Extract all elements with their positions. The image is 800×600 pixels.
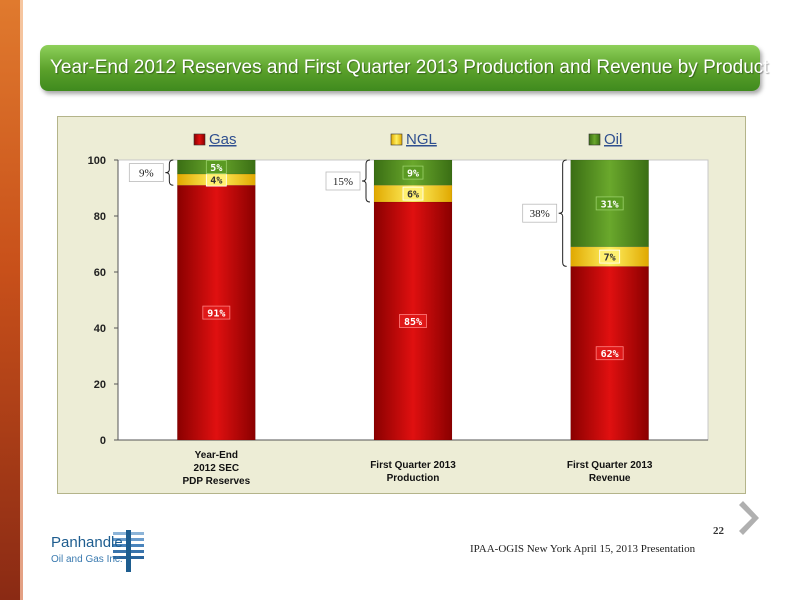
chart-frame: 0 20 40 60 80 100 91% 4% 5% 85% 6% 9% 62% 7% 31% Gas N… bbox=[57, 116, 746, 494]
category-label: First Quarter 2013 bbox=[567, 460, 653, 471]
legend-label-ngl: NGL bbox=[406, 131, 437, 148]
data-label-bg bbox=[402, 165, 424, 180]
data-label-bg bbox=[599, 249, 621, 264]
category-label: 2012 SEC bbox=[194, 463, 240, 474]
category-label: PDP Reserves bbox=[183, 476, 251, 487]
y-tick-label: 20 bbox=[94, 379, 106, 391]
slide-title: Year-End 2012 Reserves and First Quarter… bbox=[40, 45, 769, 91]
data-label-ngl: 7% bbox=[604, 253, 616, 264]
data-label-gas: 62% bbox=[601, 349, 619, 360]
legend-label-gas: Gas bbox=[209, 131, 237, 148]
data-label-oil: 5% bbox=[210, 163, 222, 174]
annotation-label: 38% bbox=[530, 208, 550, 220]
annotation-label: 9% bbox=[139, 168, 154, 180]
left-decor-stripe-highlight bbox=[20, 0, 23, 600]
category-label: Production bbox=[387, 473, 440, 484]
category-label: Revenue bbox=[589, 473, 631, 484]
y-tick-label: 100 bbox=[88, 155, 106, 167]
y-tick-label: 0 bbox=[100, 435, 106, 447]
category-label: Year-End bbox=[195, 450, 238, 461]
data-label-bg bbox=[595, 196, 624, 211]
brace-annotation bbox=[361, 159, 371, 203]
logo-subtitle: Oil and Gas Inc. bbox=[51, 554, 123, 565]
data-label-gas: 91% bbox=[207, 309, 225, 320]
logo-name: Panhandle bbox=[51, 534, 123, 551]
data-label-gas: 85% bbox=[404, 317, 422, 328]
annotation-box bbox=[325, 171, 361, 191]
legend-swatch-gas bbox=[193, 133, 206, 146]
annotation-box bbox=[522, 203, 558, 223]
y-tick-label: 40 bbox=[94, 323, 106, 335]
legend-swatch-ngl bbox=[390, 133, 403, 146]
next-slide-chevron-icon bbox=[739, 501, 759, 535]
legend-label-oil: Oil bbox=[604, 131, 622, 148]
data-label-bg bbox=[595, 346, 624, 361]
data-label-bg bbox=[205, 160, 227, 174]
data-label-bg bbox=[202, 305, 231, 320]
left-decor-stripe bbox=[0, 0, 20, 600]
data-label-oil: 31% bbox=[601, 199, 619, 210]
company-logo: Panhandle Oil and Gas Inc. bbox=[51, 530, 146, 588]
brace-annotation bbox=[558, 159, 567, 267]
category-label: First Quarter 2013 bbox=[370, 460, 456, 471]
y-tick-label: 60 bbox=[94, 267, 106, 279]
footer-text: IPAA-OGIS New York April 15, 2013 Presen… bbox=[470, 543, 696, 555]
data-label-ngl: 4% bbox=[210, 176, 222, 187]
page-number: 22 bbox=[713, 525, 724, 537]
annotation-box bbox=[128, 163, 164, 182]
y-tick-label: 80 bbox=[94, 211, 106, 223]
data-label-bg bbox=[402, 186, 424, 201]
annotation-label: 15% bbox=[333, 176, 353, 188]
legend-swatch-oil bbox=[588, 133, 601, 146]
data-label-oil: 9% bbox=[407, 169, 419, 180]
data-label-ngl: 6% bbox=[407, 190, 419, 201]
data-label-bg bbox=[399, 314, 427, 328]
stacked-bar-chart: 0 20 40 60 80 100 91% 4% 5% 85% 6% 9% 62% 7% 31% Gas N… bbox=[88, 131, 709, 487]
logo-flame-icon bbox=[113, 530, 144, 572]
